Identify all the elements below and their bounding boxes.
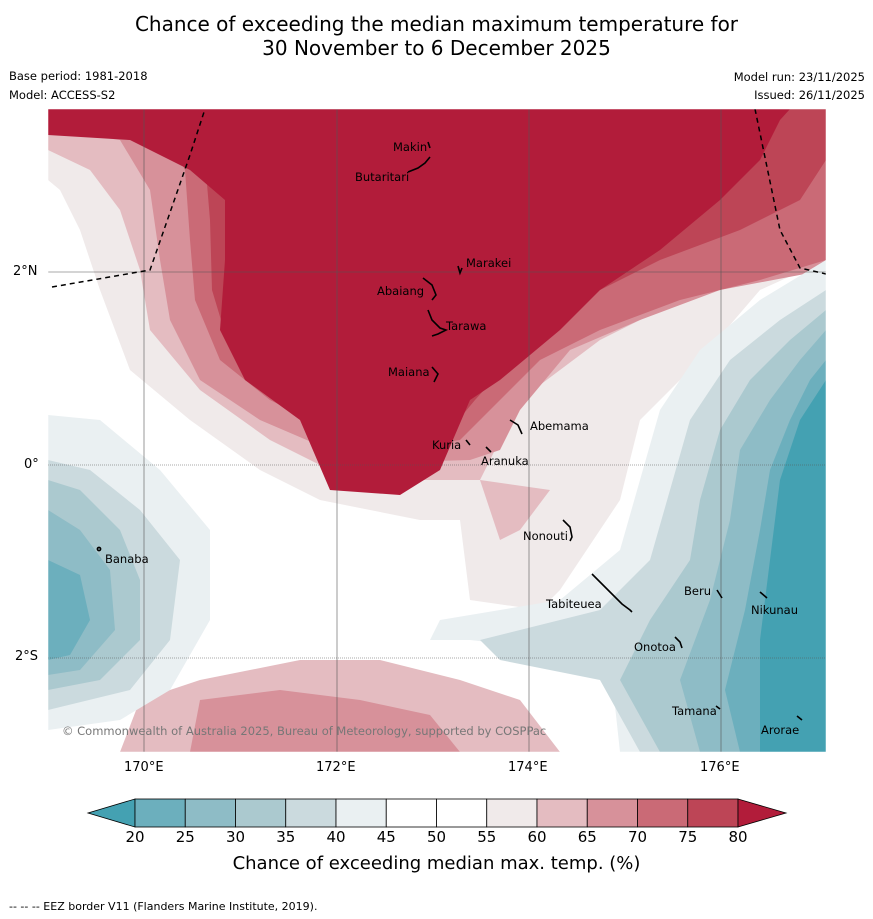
eez-border-east — [754, 109, 826, 275]
colorbar-segment — [486, 798, 538, 828]
title-line-1: Chance of exceeding the median maximum t… — [134, 12, 739, 36]
island-aranuka — [485, 446, 492, 453]
colorbar-extend-high — [737, 798, 788, 828]
island-abaiang — [422, 277, 437, 301]
colorbar-segment — [687, 798, 739, 828]
colorbar-tick-label: 25 — [175, 828, 195, 846]
island-onotoa — [674, 636, 683, 649]
lat-label-2n: 2°N — [13, 264, 38, 279]
map-frame — [47, 108, 827, 753]
contour-20-east — [760, 380, 826, 752]
colorbar-tick-label: 30 — [225, 828, 246, 846]
contour-25-west — [48, 560, 90, 660]
island-butaritari — [407, 156, 431, 173]
colorbar-segment — [285, 798, 337, 828]
title-line-2: 30 November to 6 December 2025 — [262, 36, 611, 60]
island-tabiteuea — [591, 573, 633, 613]
place-beru: Beru — [684, 584, 711, 598]
place-butaritari: Butaritari — [355, 170, 410, 184]
colorbar — [86, 798, 788, 828]
colorbar-segment — [335, 798, 387, 828]
colorbar-tick-label: 50 — [426, 828, 447, 846]
base-period: Base period: 1981-2018 — [9, 69, 148, 83]
colorbar-tick-label: 60 — [527, 828, 547, 846]
place-nonouti: Nonouti — [523, 529, 568, 543]
graticule — [48, 109, 826, 752]
issued-date: Issued: 26/11/2025 — [754, 88, 865, 102]
place-abemama: Abemama — [530, 419, 589, 433]
colorbar-tick-label: 80 — [728, 828, 748, 846]
eez-border-west — [51, 109, 206, 288]
island-arorae — [796, 715, 803, 721]
lon-label-174e: 174°E — [508, 760, 548, 775]
place-abaiang: Abaiang — [377, 284, 425, 298]
lon-label-170e: 170°E — [124, 760, 164, 775]
place-nikunau: Nikunau — [751, 603, 799, 617]
lon-label-172e: 172°E — [316, 760, 356, 775]
place-arorae: Arorae — [761, 723, 800, 737]
island-marakei — [457, 265, 463, 276]
island-nonouti — [562, 519, 573, 542]
contour-80 — [48, 109, 790, 495]
place-maiana: Maiana — [388, 365, 430, 379]
colorbar-tick-label: 20 — [125, 828, 145, 846]
colorbar-segment — [436, 798, 488, 828]
model-name: Model: ACCESS-S2 — [9, 88, 116, 102]
islands — [96, 141, 803, 721]
place-tabiteuea: Tabiteuea — [546, 597, 602, 611]
contour-65-south — [190, 690, 460, 752]
colorbar-tick-label: 35 — [276, 828, 296, 846]
island-tamana — [715, 705, 721, 710]
colorbar-segment — [385, 798, 437, 828]
lat-label-2s: 2°S — [15, 649, 39, 664]
island-abemama — [509, 419, 523, 435]
eez-footnote: -- -- -- EEZ border V11 (Flanders Marine… — [9, 900, 318, 913]
colorbar-tick-label: 55 — [477, 828, 497, 846]
colorbar-tick-label: 65 — [577, 828, 597, 846]
colorbar-segment — [637, 798, 689, 828]
lon-label-176e: 176°E — [700, 760, 740, 775]
lat-label-equator: 0° — [24, 457, 39, 472]
island-nikunau — [759, 591, 768, 599]
place-makin: Makin — [393, 140, 428, 154]
island-kuria — [465, 439, 471, 446]
colorbar-tick-label: 40 — [326, 828, 346, 846]
colorbar-tick-label: 45 — [376, 828, 396, 846]
island-beru — [716, 589, 723, 599]
colorbar-tick-label: 75 — [678, 828, 698, 846]
copyright-notice: © Commonwealth of Australia 2025, Bureau… — [62, 724, 547, 738]
place-banaba: Banaba — [105, 552, 149, 566]
colorbar-segment — [536, 798, 588, 828]
eez-border — [51, 109, 826, 288]
island-banaba — [96, 546, 102, 552]
colorbar-extend-low — [86, 798, 136, 828]
place-tarawa: Tarawa — [446, 319, 487, 333]
colorbar-segment — [134, 798, 186, 828]
place-kuria: Kuria — [432, 438, 462, 452]
island-makin — [427, 141, 431, 149]
colorbar-tick-label: 70 — [627, 828, 648, 846]
island-tarawa — [427, 309, 449, 337]
colorbar-segment — [586, 798, 638, 828]
colorbar-segment — [235, 798, 287, 828]
colorbar-title: Chance of exceeding median max. temp. (%… — [232, 853, 641, 874]
model-run: Model run: 23/11/2025 — [733, 70, 865, 84]
chart-title: Chance of exceeding the median maximum t… — [0, 12, 873, 60]
island-maiana — [431, 366, 439, 383]
place-tamana: Tamana — [672, 704, 717, 718]
colorbar-segment — [184, 798, 236, 828]
place-aranuka: Aranuka — [481, 454, 529, 468]
place-onotoa: Onotoa — [634, 640, 676, 654]
place-marakei: Marakei — [466, 256, 512, 270]
